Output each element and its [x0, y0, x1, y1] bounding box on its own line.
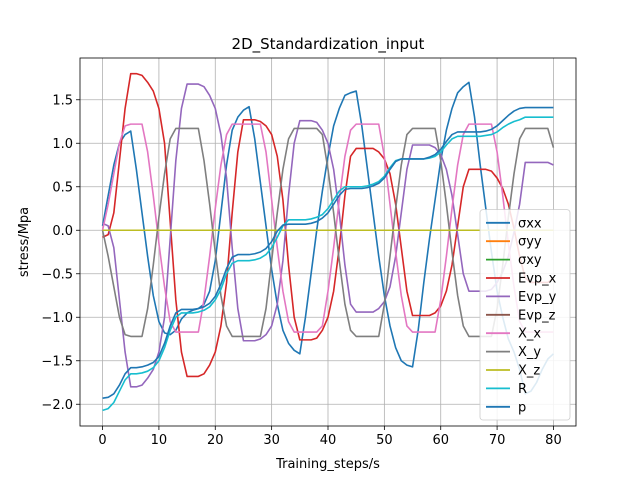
x-tick-label: 60	[432, 433, 449, 448]
legend-label: σyy	[518, 235, 542, 250]
legend-label: p	[518, 400, 526, 415]
legend-box	[479, 209, 571, 421]
x-tick-label: 20	[207, 433, 224, 448]
y-tick-label: 1.0	[52, 137, 73, 152]
axis-ticks: 0 10 20 30 40 50 60 70 80 −2.0 −1.5 −1.0 −0.5 0.0 0.5 1…	[41, 93, 561, 448]
x-tick-label: 30	[263, 433, 280, 448]
legend-label: R	[518, 382, 527, 397]
y-tick-label: −1.5	[41, 354, 73, 369]
x-tick-label: 10	[151, 433, 168, 448]
y-tick-label: 0.0	[52, 224, 73, 239]
legend-label: X_z	[518, 364, 540, 379]
series-lines	[101, 72, 555, 412]
legend-label: Evp_y	[518, 290, 557, 305]
legend-label: Evp_z	[518, 308, 556, 323]
x-tick-label: 80	[545, 433, 562, 448]
legend-label: σxx	[518, 216, 542, 231]
y-tick-label: 0.5	[52, 180, 73, 195]
y-tick-label: −2.0	[41, 398, 73, 413]
x-axis-label: Training_steps/s	[275, 457, 380, 472]
legend-label: Evp_x	[518, 272, 557, 287]
series-line-8	[101, 127, 555, 338]
series-line-11	[102, 106, 554, 399]
legend: σxx σyy σxy Evp_x Evp_y Evp_z X_x X_y X_z Rp	[479, 209, 571, 421]
series-line-7	[101, 123, 554, 333]
series-line-4	[102, 72, 554, 378]
series-line-5	[102, 83, 554, 388]
series-line-10	[102, 116, 554, 412]
legend-label: X_y	[518, 345, 541, 360]
x-tick-label: 40	[320, 433, 337, 448]
chart-title: 2D_Standardization_input	[232, 35, 425, 54]
y-axis-label: stress/Mpa	[17, 207, 32, 277]
x-tick-label: 0	[98, 433, 106, 448]
x-tick-label: 70	[489, 433, 506, 448]
series-line-1	[101, 81, 554, 395]
legend-label: X_x	[518, 327, 541, 342]
y-tick-label: −0.5	[41, 267, 73, 282]
legend-label: σxy	[518, 253, 542, 268]
y-tick-label: −1.0	[41, 311, 73, 326]
x-tick-label: 50	[376, 433, 393, 448]
y-tick-label: 1.5	[52, 93, 73, 108]
